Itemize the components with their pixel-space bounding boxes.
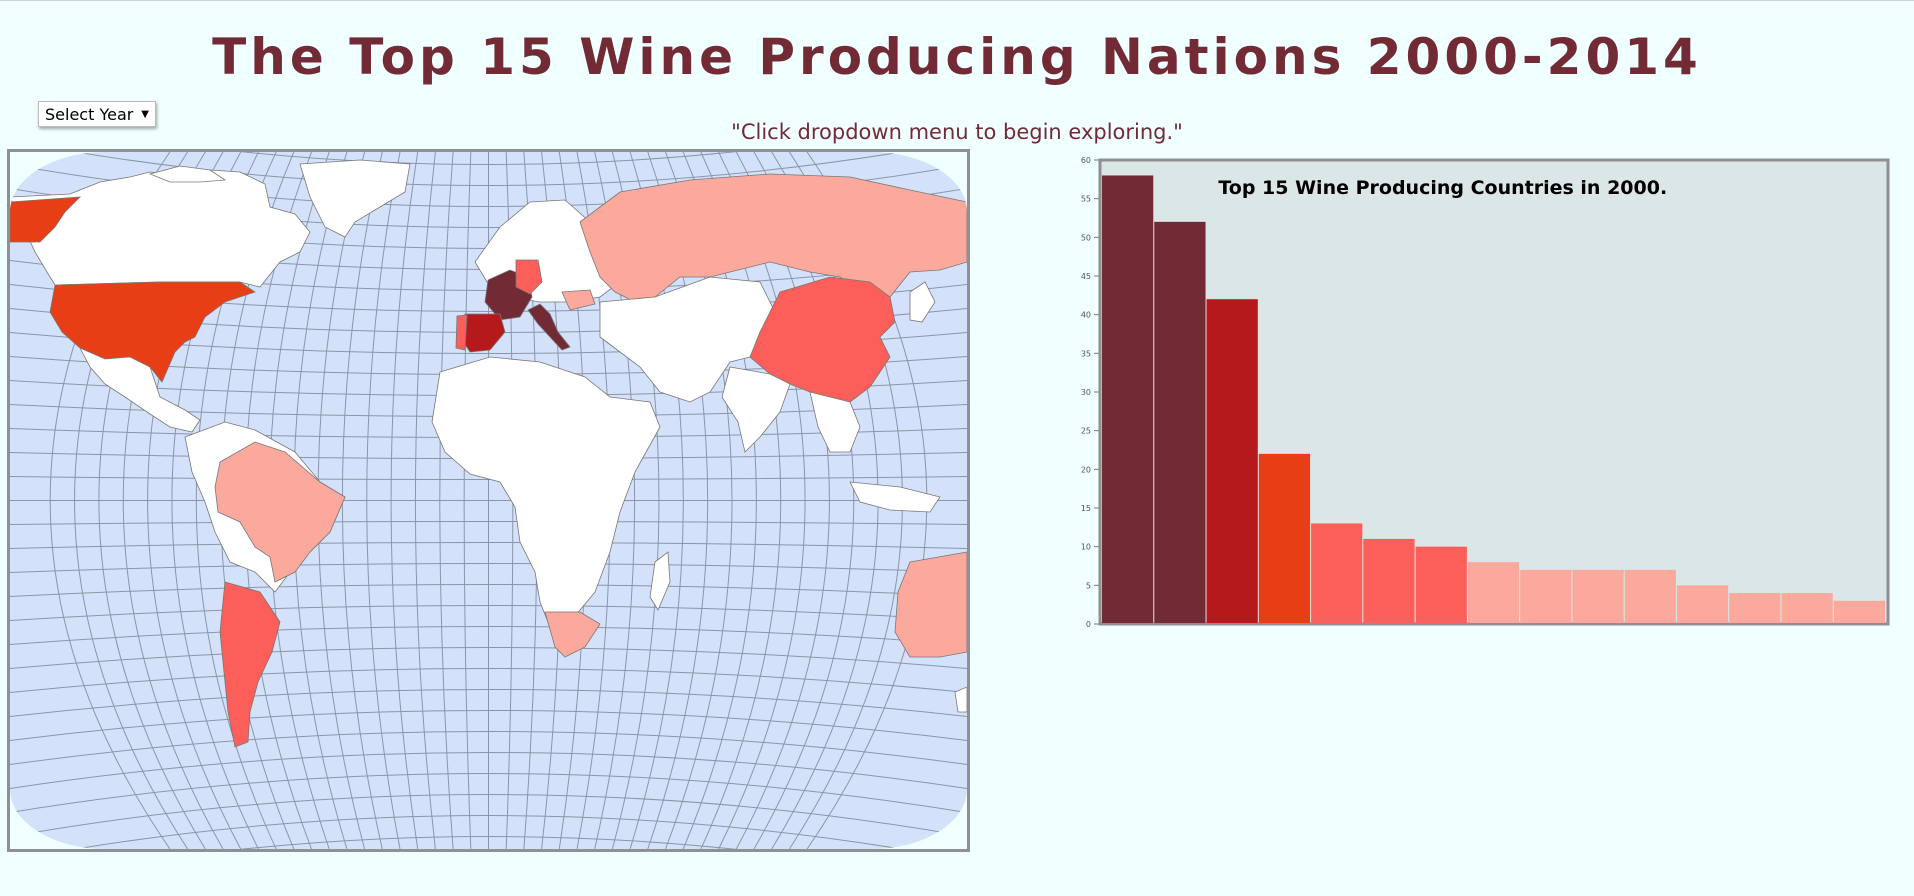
brazil-region[interactable]	[214, 441, 346, 583]
world-map-svg	[10, 152, 967, 849]
triangle-down-icon: ▼	[141, 108, 149, 120]
y-tick-label: 10	[1081, 543, 1091, 552]
bar[interactable]	[1520, 569, 1572, 623]
bar[interactable]	[1572, 569, 1624, 623]
bar[interactable]	[1415, 546, 1467, 623]
year-select-label: Select Year	[45, 104, 134, 124]
y-tick-label: 35	[1081, 349, 1091, 358]
y-tick-label: 45	[1081, 272, 1091, 281]
top-rule	[0, 0, 1914, 1]
world-map[interactable]	[7, 149, 970, 852]
alaska-region[interactable]	[10, 196, 82, 243]
y-axis: 0 5 10 15 20 25 30 35 40 45 50 55 60	[1081, 156, 1100, 629]
bar[interactable]	[1154, 221, 1206, 623]
bar[interactable]	[1833, 600, 1885, 623]
india-region[interactable]	[721, 366, 791, 453]
year-select-dropdown[interactable]: Select Year ▼	[38, 101, 156, 127]
se-asia-region[interactable]	[809, 391, 861, 453]
y-tick-label: 60	[1081, 156, 1091, 165]
y-tick-label: 5	[1086, 581, 1091, 590]
bar[interactable]	[1624, 569, 1676, 623]
portugal-region[interactable]	[455, 314, 468, 351]
bars-group	[1102, 175, 1885, 623]
germany-region[interactable]	[515, 259, 543, 295]
bar[interactable]	[1102, 175, 1154, 623]
china-region[interactable]	[749, 276, 896, 405]
romania-region[interactable]	[561, 289, 596, 311]
africa-region[interactable]	[431, 356, 661, 628]
indonesia-region[interactable]	[849, 481, 941, 513]
bar[interactable]	[1676, 585, 1729, 623]
y-tick-label: 30	[1081, 388, 1091, 397]
page-title: The Top 15 Wine Producing Nations 2000-2…	[212, 28, 1702, 86]
instruction-text: "Click dropdown menu to begin exploring.…	[731, 120, 1183, 144]
greenland-region[interactable]	[299, 159, 411, 238]
y-tick-label: 15	[1081, 504, 1091, 513]
bar-chart-svg: 0 5 10 15 20 25 30 35 40 45 50 55 60 Top 15 Wine Pro…	[1081, 156, 1890, 629]
argentina-region[interactable]	[219, 581, 281, 748]
japan-region[interactable]	[909, 281, 936, 323]
chart-title: Top 15 Wine Producing Countries in 2000.	[1218, 177, 1667, 199]
australia-region[interactable]	[894, 551, 967, 658]
y-tick-label: 25	[1081, 427, 1091, 436]
south-africa-region[interactable]	[544, 611, 601, 658]
y-tick-label: 0	[1086, 620, 1091, 629]
land-layer	[10, 159, 967, 748]
central-asia-region[interactable]	[599, 276, 781, 403]
bar[interactable]	[1729, 593, 1781, 623]
bar[interactable]	[1781, 593, 1833, 623]
madagascar-region[interactable]	[649, 551, 671, 611]
bar[interactable]	[1311, 523, 1363, 623]
y-tick-label: 20	[1081, 465, 1091, 474]
bar[interactable]	[1467, 562, 1520, 623]
bar-chart-panel: 0 5 10 15 20 25 30 35 40 45 50 55 60 Top 15 Wine Pro…	[1070, 150, 1894, 630]
bar[interactable]	[1258, 453, 1311, 623]
arctic-islands[interactable]	[148, 165, 227, 183]
y-tick-label: 50	[1081, 233, 1091, 242]
mexico-region[interactable]	[79, 347, 201, 433]
y-tick-label: 40	[1081, 311, 1091, 320]
y-tick-label: 55	[1081, 195, 1091, 204]
bar[interactable]	[1363, 538, 1415, 623]
italy-region[interactable]	[527, 303, 571, 351]
new-zealand-region[interactable]	[954, 686, 967, 713]
bar[interactable]	[1206, 299, 1258, 623]
